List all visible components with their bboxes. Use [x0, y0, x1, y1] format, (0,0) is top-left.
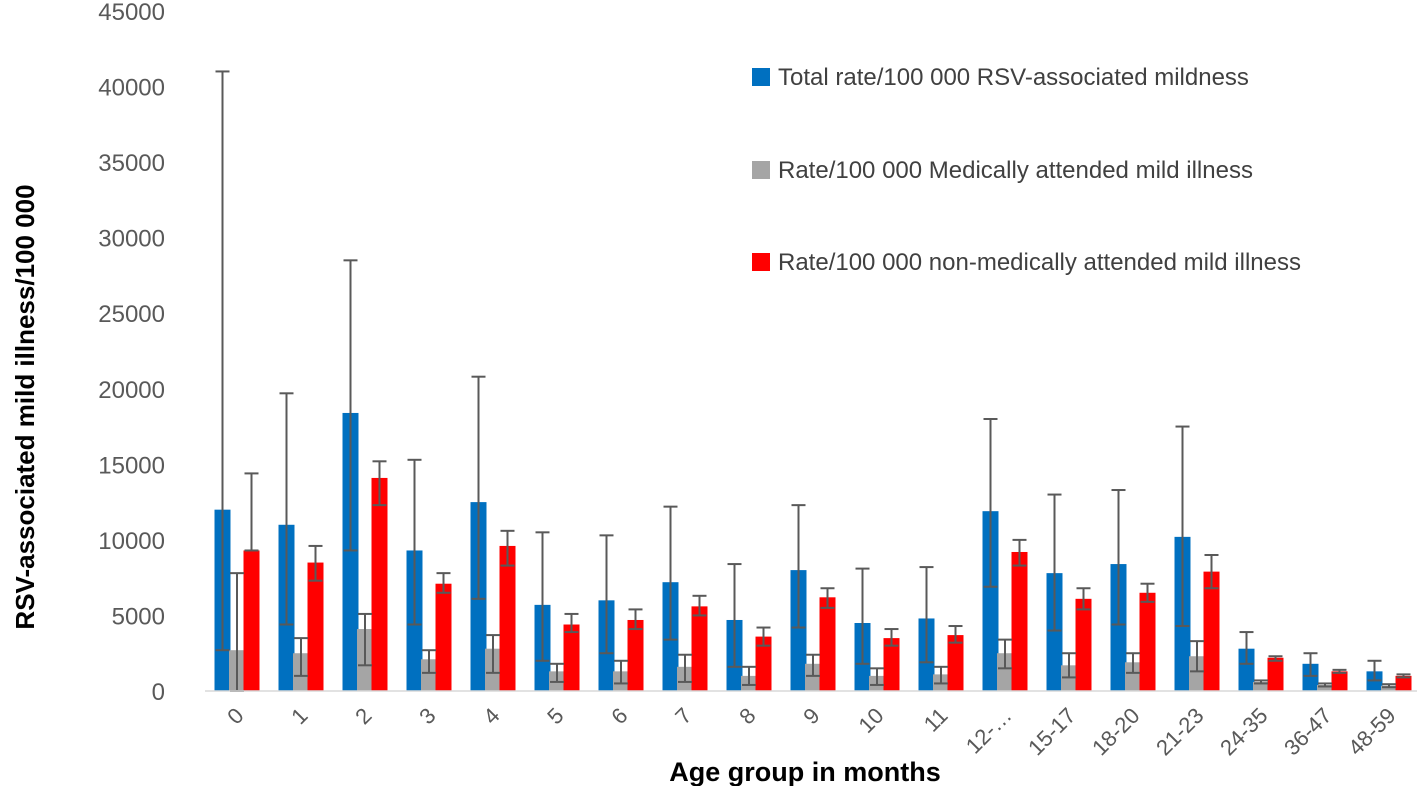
legend-swatch [752, 161, 770, 179]
y-tick-label: 20000 [98, 377, 165, 404]
x-tick-label: 11 [919, 703, 953, 737]
bar-total [1238, 648, 1255, 691]
x-tick-label: 10 [854, 703, 889, 738]
y-tick-label: 10000 [98, 528, 165, 555]
x-tick-label: 3 [414, 703, 440, 729]
bar-total [342, 412, 359, 691]
bar-medically-attended [421, 659, 437, 691]
x-axis-title: Age group in months [669, 757, 940, 786]
bar-non-medically-attended [1267, 657, 1284, 691]
y-tick-label: 0 [152, 679, 165, 706]
y-axis-title: RSV-associated mild illness/100 000 [10, 184, 40, 629]
legend-label: Rate/100 000 non-medically attended mild… [778, 249, 1301, 276]
bar-non-medically-attended [1203, 571, 1220, 691]
bar-total [790, 570, 807, 691]
bar-non-medically-attended [371, 477, 388, 691]
bar-non-medically-attended [243, 550, 260, 691]
y-tick-label: 45000 [98, 0, 165, 26]
bar-non-medically-attended [627, 619, 644, 691]
bar-non-medically-attended [1075, 598, 1092, 691]
legend-swatch [752, 68, 770, 86]
y-axis-ticks: 0 5000 10000 15000 20000 25000 30000 35000 40000… [98, 0, 165, 706]
bar-non-medically-attended [883, 638, 900, 691]
x-tick-label: 24-35 [1215, 703, 1272, 760]
bar-non-medically-attended [563, 624, 580, 691]
y-tick-label: 15000 [98, 452, 165, 479]
bar-medically-attended [1125, 662, 1141, 691]
bar-medically-attended [1189, 656, 1205, 691]
bar-non-medically-attended [1331, 671, 1348, 691]
x-tick-label: 0 [222, 703, 248, 729]
y-tick-label: 35000 [98, 150, 165, 177]
bar-total [1046, 573, 1063, 691]
x-tick-label: 4 [478, 703, 504, 729]
x-tick-label: 36-47 [1279, 703, 1336, 760]
bar-non-medically-attended [1011, 551, 1028, 691]
legend-swatch [752, 253, 770, 271]
x-tick-label: 7 [670, 703, 696, 729]
y-tick-label: 40000 [98, 75, 165, 102]
x-tick-label: 12-… [961, 703, 1017, 759]
bar-non-medically-attended [307, 562, 324, 691]
bar-total [1302, 663, 1319, 691]
y-tick-label: 5000 [112, 603, 165, 630]
bar-non-medically-attended [947, 635, 964, 691]
bar-medically-attended [1317, 684, 1333, 691]
y-tick-label: 25000 [98, 301, 165, 328]
bar-non-medically-attended [755, 636, 772, 691]
bar-non-medically-attended [1139, 592, 1156, 691]
x-tick-label: 8 [734, 703, 760, 729]
bar-medically-attended [805, 663, 821, 691]
x-tick-label: 48-59 [1343, 703, 1400, 760]
x-tick-label: 2 [350, 703, 376, 729]
bar-non-medically-attended [499, 545, 516, 691]
bar-medically-attended [1253, 681, 1269, 691]
bar-non-medically-attended [435, 583, 452, 691]
x-tick-label: 18-20 [1087, 703, 1144, 760]
bar-non-medically-attended [691, 606, 708, 691]
legend-label: Rate/100 000 Medically attended mild ill… [778, 157, 1253, 184]
bars [214, 412, 1412, 691]
x-tick-label: 9 [798, 703, 824, 729]
bar-medically-attended [997, 653, 1013, 691]
x-tick-label: 5 [542, 703, 568, 729]
error-bars [215, 70, 1411, 692]
legend-label: Total rate/100 000 RSV-associated mildne… [778, 64, 1249, 91]
x-tick-label: 6 [606, 703, 632, 729]
x-axis-ticks: 0 1 2 3 4 5 6 7 8 9 10 11 12-… 15-17 18-20 21-23 24-35 36… [222, 703, 1400, 760]
y-tick-label: 30000 [98, 226, 165, 253]
bar-total [982, 511, 999, 691]
bar-non-medically-attended [819, 597, 836, 691]
bar-total [1110, 564, 1127, 691]
legend: Total rate/100 000 RSV-associated mildne… [752, 64, 1301, 276]
bar-medically-attended [1381, 685, 1397, 691]
x-tick-label: 21-23 [1151, 703, 1208, 760]
x-tick-label: 1 [286, 703, 312, 729]
bar-non-medically-attended [1395, 675, 1412, 691]
x-tick-label: 15-17 [1023, 703, 1080, 760]
